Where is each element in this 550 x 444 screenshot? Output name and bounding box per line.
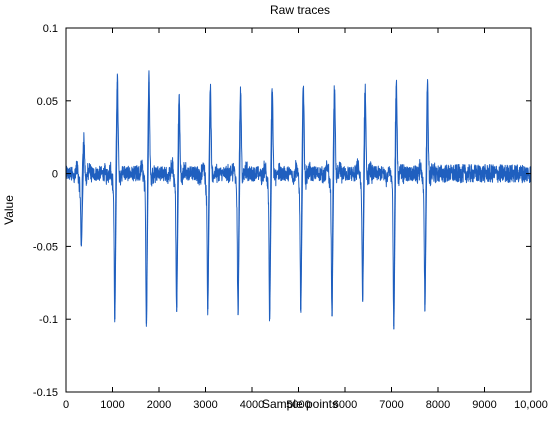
y-tick-label: -0.05 bbox=[33, 241, 58, 253]
spike-mark bbox=[300, 93, 304, 310]
y-tick-label: -0.15 bbox=[33, 387, 58, 399]
spike-mark bbox=[393, 86, 397, 330]
x-tick-label: 4000 bbox=[240, 399, 264, 411]
x-tick-label: 0 bbox=[63, 399, 69, 411]
y-tick-label: 0 bbox=[52, 169, 58, 181]
y-tick-label: 0.05 bbox=[37, 96, 58, 108]
ticks-layer: 0 1000 2000 3000 4000 5000 6000 7000 8000 9000 10,… bbox=[33, 23, 548, 411]
x-tick-label: 9000 bbox=[472, 399, 496, 411]
x-tick-label: 2000 bbox=[147, 399, 171, 411]
trace-layer bbox=[65, 70, 532, 330]
x-tick-label: 1000 bbox=[100, 399, 124, 411]
spike-mark bbox=[362, 93, 366, 302]
y-tick-label: -0.1 bbox=[39, 314, 58, 326]
chart-title: Raw traces bbox=[270, 3, 330, 17]
y-tick-label: 0.1 bbox=[43, 23, 58, 35]
spike-mark bbox=[145, 81, 150, 324]
spike-mark bbox=[80, 144, 85, 247]
spike-mark bbox=[424, 92, 429, 305]
raw-trace-line bbox=[65, 70, 532, 327]
x-tick-label: 8000 bbox=[426, 399, 450, 411]
x-tick-label: 3000 bbox=[193, 399, 217, 411]
spike-mark bbox=[237, 94, 242, 315]
spike-mark bbox=[269, 92, 273, 320]
x-axis-title: Sample points bbox=[262, 397, 338, 411]
x-tick-label: 6000 bbox=[333, 399, 357, 411]
spike-mark bbox=[331, 93, 336, 317]
spike-mark bbox=[207, 92, 211, 310]
x-tick-label: 7000 bbox=[379, 399, 403, 411]
x-tick-label: 5000 bbox=[286, 399, 310, 411]
spike-mark bbox=[114, 81, 118, 320]
spike-mark bbox=[176, 103, 180, 312]
x-tick-label: 10,000 bbox=[514, 399, 548, 411]
y-axis-title: Value bbox=[2, 195, 16, 225]
